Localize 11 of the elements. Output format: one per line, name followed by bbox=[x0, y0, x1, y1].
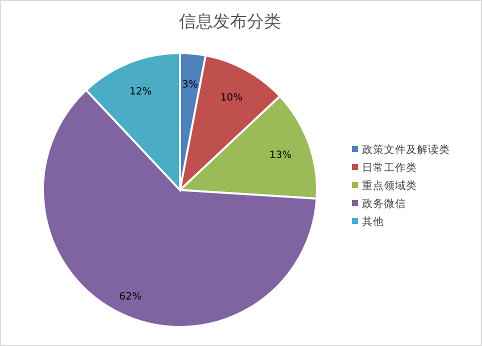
legend-label: 政策文件及解读类 bbox=[362, 143, 450, 156]
legend-label: 政务微信 bbox=[362, 198, 406, 210]
chart-title: 信息发布分类 bbox=[179, 12, 281, 32]
legend-label: 其他 bbox=[362, 215, 384, 228]
data-label: 3% bbox=[182, 80, 198, 91]
data-label: 62% bbox=[119, 291, 142, 302]
data-label: 13% bbox=[269, 150, 292, 161]
data-label: 10% bbox=[220, 92, 243, 104]
legend-label: 重点领域类 bbox=[362, 179, 417, 192]
data-label: 12% bbox=[130, 86, 152, 98]
legend-label: 日常工作类 bbox=[362, 161, 417, 174]
